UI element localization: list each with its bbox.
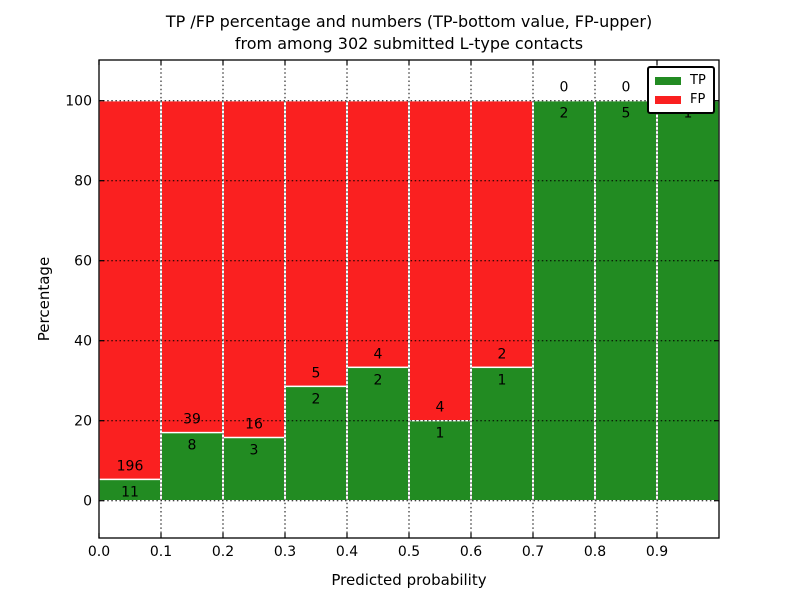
x-tick-label: 0.0	[88, 544, 110, 560]
legend-item-tp: TP	[655, 74, 706, 87]
fp-count-label: 0	[560, 80, 569, 96]
tp-bar-segment	[160, 431, 224, 502]
fp-count-label: 39	[183, 412, 201, 428]
tp-count-label: 5	[622, 106, 631, 122]
y-tick-label: 100	[65, 94, 92, 110]
tp-bar-segment	[470, 366, 534, 502]
chart-title-line-2: from among 302 submitted L-type contacts	[235, 34, 583, 53]
fp-legend-swatch	[655, 95, 681, 104]
x-tick-label: 0.8	[584, 544, 606, 560]
tp-count-label: 1	[498, 372, 507, 388]
tp-bar-segment	[594, 99, 658, 502]
y-axis-label: Percentage	[35, 257, 53, 341]
tp-count-label: 3	[250, 443, 259, 459]
fp-count-label: 0	[622, 80, 631, 96]
legend-item-fp: FP	[655, 93, 706, 106]
fp-count-label: 196	[117, 458, 144, 474]
fp-count-label: 16	[245, 417, 263, 433]
y-tick-label: 60	[74, 254, 92, 270]
x-tick-label: 0.1	[150, 544, 172, 560]
tp-count-label: 2	[560, 106, 569, 122]
x-tick-label: 0.4	[336, 544, 358, 560]
x-tick-label: 0.3	[274, 544, 296, 560]
fp-bar-segment	[284, 99, 348, 388]
x-axis-label: Predicted probability	[331, 571, 486, 589]
tp-bar-segment	[222, 436, 286, 502]
fp-bar-segment	[160, 99, 224, 434]
tp-count-label: 2	[374, 372, 383, 388]
x-tick-label: 0.9	[646, 544, 668, 560]
x-tick-label: 0.6	[460, 544, 482, 560]
chart-title-line-1: TP /FP percentage and numbers (TP-bottom…	[165, 12, 652, 31]
x-tick-label: 0.7	[522, 544, 544, 560]
fp-count-label: 5	[312, 365, 321, 381]
tp-count-label: 1	[436, 426, 445, 442]
fp-count-label: 4	[374, 346, 383, 362]
fp-bar-segment	[346, 99, 410, 369]
tp-count-label: 2	[312, 391, 321, 407]
tp-legend-label: TP	[690, 73, 706, 88]
tp-count-label: 11	[121, 484, 139, 500]
tp-count-label: 8	[188, 438, 197, 454]
y-tick-label: 0	[83, 494, 92, 510]
x-tick-label: 0.2	[212, 544, 234, 560]
y-tick-label: 80	[74, 174, 92, 190]
fp-bar-segment	[470, 99, 534, 369]
y-tick-label: 20	[74, 414, 92, 430]
y-tick-label: 40	[74, 334, 92, 350]
fp-count-label: 2	[498, 346, 507, 362]
fp-count-label: 4	[436, 400, 445, 416]
fp-bar-segment	[98, 99, 162, 481]
tp-legend-swatch	[655, 76, 681, 85]
tp-bar-segment	[532, 99, 596, 502]
fp-bar-segment	[222, 99, 286, 439]
tp-bar-segment	[656, 99, 720, 502]
x-tick-label: 0.5	[398, 544, 420, 560]
plot-area: 19611398163524241210205010.00.10.20.30.4…	[65, 59, 720, 560]
fp-legend-label: FP	[690, 92, 706, 107]
legend: TP FP	[647, 66, 715, 114]
